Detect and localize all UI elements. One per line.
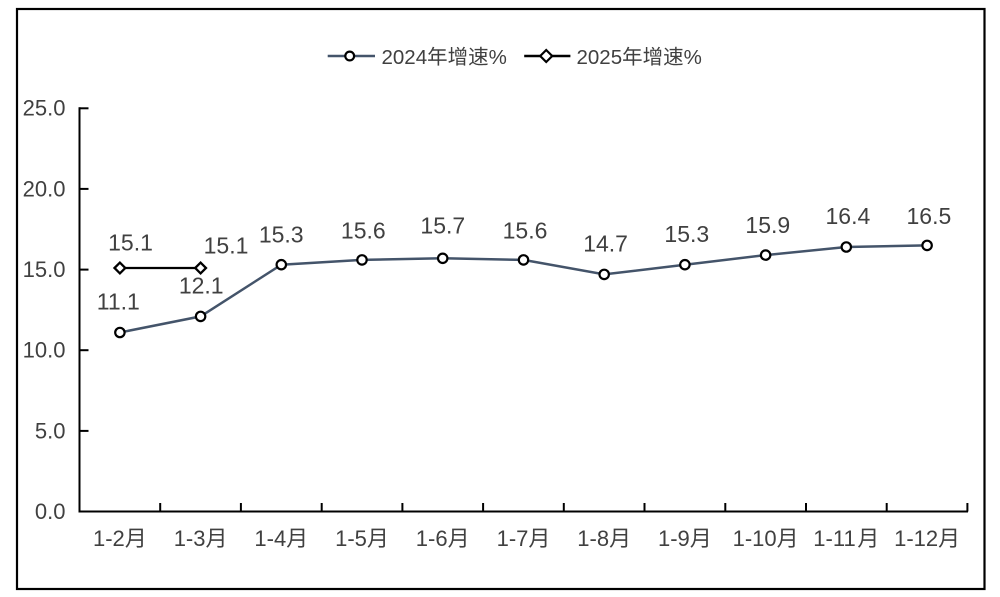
svg-text:15.6: 15.6: [341, 218, 386, 244]
svg-text:15.0: 15.0: [23, 257, 66, 282]
svg-text:25.0: 25.0: [23, 96, 66, 121]
svg-text:10.0: 10.0: [23, 338, 66, 363]
svg-text:1-2: 1-2: [93, 526, 125, 551]
svg-text:20.0: 20.0: [23, 176, 66, 201]
svg-text:1-4: 1-4: [254, 526, 286, 551]
svg-text:16.4: 16.4: [826, 203, 871, 229]
svg-text:1-10: 1-10: [733, 526, 777, 551]
svg-text:%: %: [684, 46, 702, 69]
svg-text:14.7: 14.7: [583, 231, 628, 257]
svg-text:15.7: 15.7: [420, 213, 465, 239]
svg-text:2024: 2024: [382, 46, 428, 69]
svg-text:1-8: 1-8: [577, 526, 609, 551]
svg-text:1-12: 1-12: [894, 526, 938, 551]
svg-text:0.0: 0.0: [35, 499, 66, 524]
svg-text:1-9: 1-9: [658, 526, 690, 551]
svg-text:1-6: 1-6: [416, 526, 448, 551]
svg-text:1-5: 1-5: [335, 526, 367, 551]
svg-text:1-7: 1-7: [497, 526, 529, 551]
svg-text:11.1: 11.1: [97, 289, 140, 315]
svg-text:15.3: 15.3: [664, 221, 709, 247]
svg-text:15.9: 15.9: [745, 212, 790, 238]
svg-text:16.5: 16.5: [907, 203, 952, 229]
svg-text:15.1: 15.1: [204, 233, 249, 259]
svg-text:15.6: 15.6: [503, 218, 548, 244]
svg-text:%: %: [489, 46, 507, 69]
svg-text:1-3: 1-3: [174, 526, 206, 551]
svg-text:12.1: 12.1: [179, 273, 224, 299]
svg-text:1-11: 1-11: [813, 526, 855, 551]
svg-text:5.0: 5.0: [35, 418, 66, 443]
svg-text:2025: 2025: [577, 46, 623, 69]
svg-text:15.3: 15.3: [259, 222, 304, 248]
svg-text:15.1: 15.1: [108, 230, 153, 256]
